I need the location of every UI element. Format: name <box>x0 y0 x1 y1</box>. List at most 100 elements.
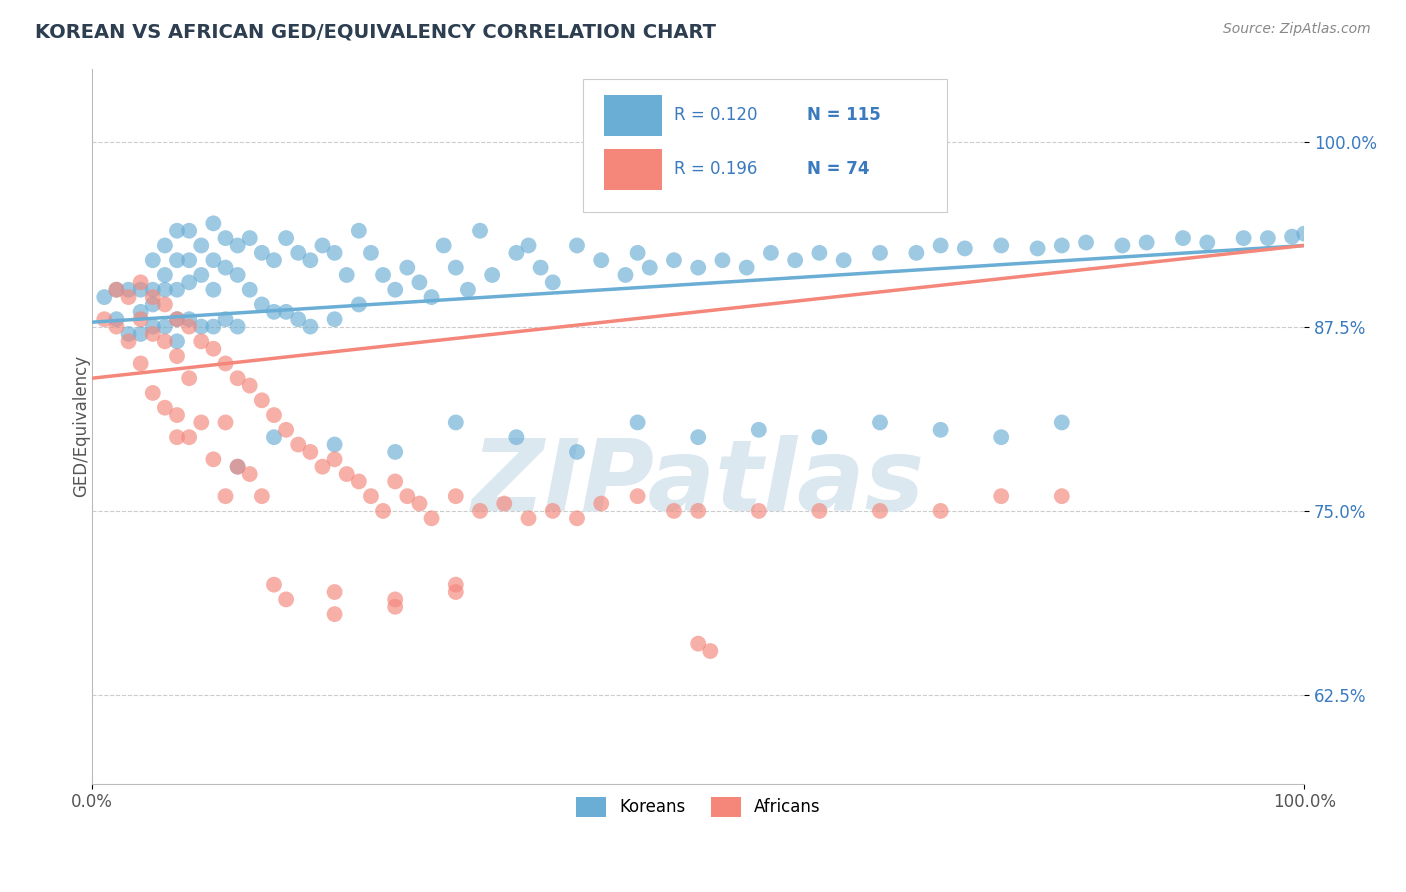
Point <box>250 393 273 408</box>
Point <box>832 253 855 268</box>
Point <box>214 416 236 430</box>
Point <box>226 459 249 474</box>
Point <box>129 356 152 370</box>
Point <box>250 489 273 503</box>
Point <box>263 305 285 319</box>
Point <box>1050 238 1073 252</box>
Point <box>347 475 370 489</box>
Point <box>153 283 176 297</box>
Point <box>759 245 782 260</box>
Point <box>1197 235 1219 250</box>
Point <box>263 253 285 268</box>
Point <box>699 644 721 658</box>
Point <box>1281 229 1303 244</box>
Point <box>311 459 333 474</box>
Point <box>505 430 527 444</box>
Point <box>226 459 249 474</box>
Point <box>444 489 467 503</box>
Point <box>1074 235 1097 250</box>
Point <box>360 245 382 260</box>
Point <box>360 489 382 503</box>
Point <box>808 504 831 518</box>
Point <box>541 276 564 290</box>
Point <box>626 489 648 503</box>
Point <box>202 342 225 356</box>
Point <box>214 231 236 245</box>
Text: N = 115: N = 115 <box>807 106 882 124</box>
Point <box>93 312 115 326</box>
Point <box>179 224 201 238</box>
Point <box>371 504 394 518</box>
Point <box>591 253 613 268</box>
Point <box>384 592 406 607</box>
Point <box>396 489 419 503</box>
Point <box>711 253 734 268</box>
Point <box>239 231 262 245</box>
Point <box>117 326 139 341</box>
Point <box>287 437 309 451</box>
Point <box>591 497 613 511</box>
Point <box>420 511 443 525</box>
Point <box>166 224 188 238</box>
Point <box>202 283 225 297</box>
Point <box>105 319 128 334</box>
Point <box>250 297 273 311</box>
Point <box>202 319 225 334</box>
Point <box>1050 416 1073 430</box>
Point <box>299 319 322 334</box>
Point <box>1233 231 1256 245</box>
Point <box>179 371 201 385</box>
Point <box>153 334 176 349</box>
Point <box>129 283 152 297</box>
Point <box>287 245 309 260</box>
Point <box>869 416 891 430</box>
Point <box>190 416 212 430</box>
Point <box>129 276 152 290</box>
Point <box>323 585 346 599</box>
Point <box>214 260 236 275</box>
Point <box>384 283 406 297</box>
Point <box>153 268 176 282</box>
Point <box>129 326 152 341</box>
Point <box>384 475 406 489</box>
Legend: Koreans, Africans: Koreans, Africans <box>568 789 828 825</box>
Point <box>93 290 115 304</box>
Point <box>444 260 467 275</box>
Point <box>239 378 262 392</box>
Point <box>384 599 406 614</box>
Point <box>1050 489 1073 503</box>
Point <box>274 305 297 319</box>
Text: Source: ZipAtlas.com: Source: ZipAtlas.com <box>1223 22 1371 37</box>
Point <box>626 245 648 260</box>
Point <box>239 283 262 297</box>
Point <box>517 238 540 252</box>
Point <box>105 283 128 297</box>
Point <box>662 253 685 268</box>
Point <box>905 245 928 260</box>
Y-axis label: GED/Equivalency: GED/Equivalency <box>72 355 90 497</box>
Point <box>190 334 212 349</box>
FancyBboxPatch shape <box>603 95 662 136</box>
Point <box>1111 238 1133 252</box>
Point <box>226 371 249 385</box>
Point <box>190 268 212 282</box>
Point <box>408 497 430 511</box>
Point <box>214 489 236 503</box>
Point <box>444 577 467 591</box>
Point <box>166 312 188 326</box>
Point <box>336 268 359 282</box>
Point <box>688 637 710 651</box>
Point <box>468 504 491 518</box>
Point <box>347 224 370 238</box>
Point <box>323 437 346 451</box>
Point <box>494 497 516 511</box>
Point <box>153 238 176 252</box>
Point <box>735 260 758 275</box>
Point <box>214 312 236 326</box>
Point <box>481 268 503 282</box>
Point <box>565 511 588 525</box>
Point <box>323 452 346 467</box>
Point <box>153 401 176 415</box>
Point <box>748 423 770 437</box>
Point <box>1257 231 1279 245</box>
